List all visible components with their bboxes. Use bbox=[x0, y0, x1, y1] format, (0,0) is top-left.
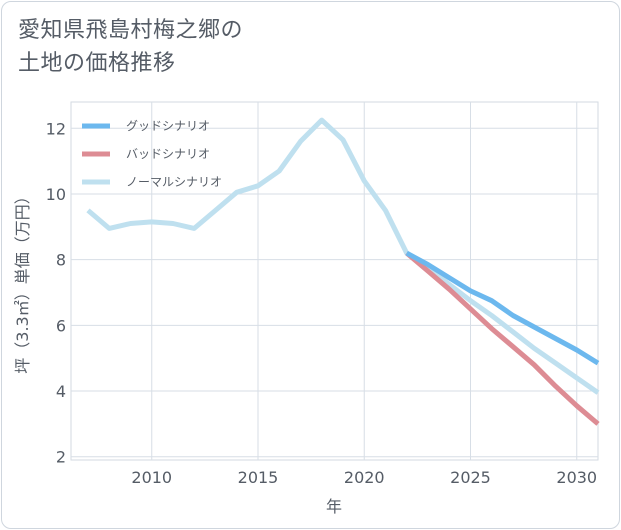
y-tick-label: 2 bbox=[56, 448, 66, 467]
plot-area bbox=[70, 101, 599, 461]
x-axis-title: 年 bbox=[326, 497, 342, 516]
y-tick-label: 6 bbox=[56, 316, 66, 335]
title-line-1: 愛知県飛島村梅之郷の bbox=[18, 18, 244, 43]
y-tick-label: 4 bbox=[56, 382, 66, 401]
series-line-3 bbox=[86, 117, 600, 395]
chart-title: 愛知県飛島村梅之郷の 土地の価格推移 bbox=[18, 14, 243, 80]
y-tick-label: 12 bbox=[46, 119, 66, 138]
title-line-2: 土地の価格推移 bbox=[18, 51, 176, 76]
gridlines bbox=[71, 102, 598, 460]
x-tick-label: 2010 bbox=[131, 468, 172, 487]
y-tick-label: 8 bbox=[56, 251, 66, 270]
legend-label: バッドシナリオ bbox=[126, 147, 210, 161]
y-tick-label: 10 bbox=[46, 185, 66, 204]
x-tick-label: 2025 bbox=[450, 468, 491, 487]
y-axis-title: 坪（3.3㎡）単価（万円） bbox=[13, 188, 32, 373]
series-lines bbox=[86, 117, 600, 426]
x-tick-label: 2015 bbox=[238, 468, 279, 487]
x-tick-label: 2020 bbox=[344, 468, 385, 487]
legend-label: グッドシナリオ bbox=[126, 119, 210, 133]
x-tick-label: 2030 bbox=[556, 468, 597, 487]
x-tick-labels: 2010 2015 2020 2025 2030 bbox=[131, 468, 597, 487]
legend-label: ノーマルシナリオ bbox=[126, 175, 222, 189]
series-line-1 bbox=[405, 250, 600, 366]
y-tick-labels: 2 4 6 8 10 12 bbox=[46, 119, 66, 466]
series-line-2 bbox=[405, 251, 600, 426]
